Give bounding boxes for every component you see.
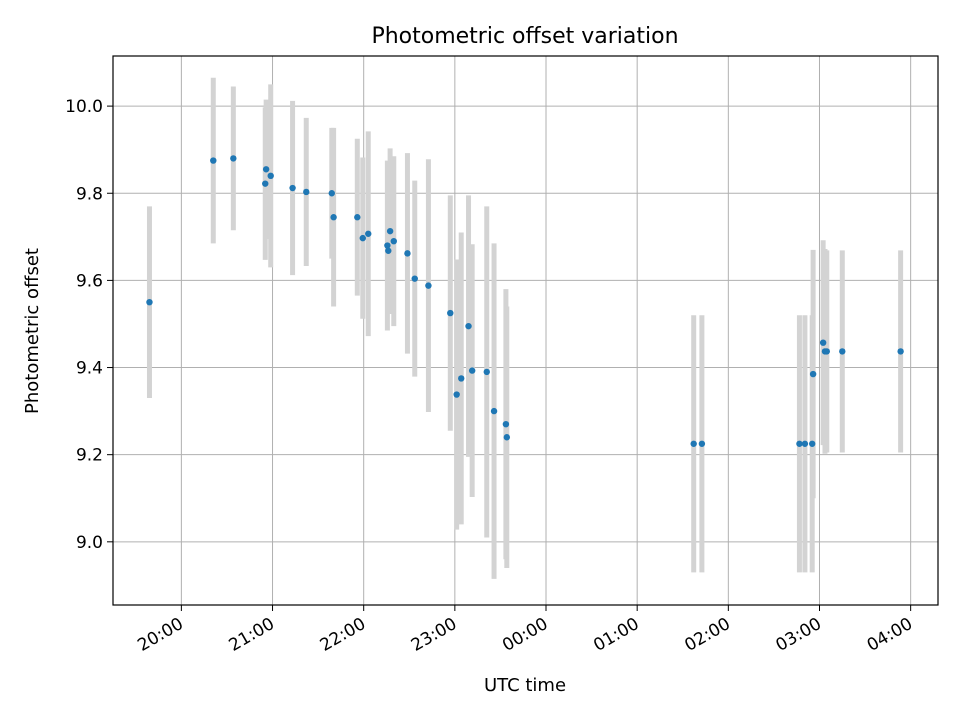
data-point	[458, 375, 465, 382]
data-point	[385, 247, 392, 254]
y-axis-label: Photometric offset	[22, 248, 43, 414]
data-points	[146, 155, 904, 447]
data-point	[262, 180, 269, 187]
data-point	[502, 420, 510, 428]
data-point	[503, 434, 511, 441]
data-point	[468, 367, 476, 374]
data-point	[809, 370, 817, 378]
y-tick-label: 10.0	[65, 97, 103, 117]
data-point	[483, 368, 490, 376]
data-point	[303, 188, 310, 196]
data-point	[465, 322, 472, 330]
y-tick-label: 9.4	[76, 359, 103, 379]
data-point	[823, 348, 830, 355]
x-axis-label: UTC time	[484, 675, 566, 696]
data-point	[146, 298, 153, 306]
y-tick-label: 9.0	[76, 533, 103, 553]
y-tick-label: 9.6	[76, 271, 103, 291]
data-point	[808, 440, 816, 447]
data-point	[453, 391, 460, 398]
data-point	[359, 234, 366, 242]
data-point	[289, 184, 296, 192]
data-point	[698, 440, 706, 447]
data-point	[230, 155, 237, 162]
data-point	[839, 348, 846, 355]
data-point	[425, 282, 432, 289]
data-point	[328, 190, 335, 197]
data-point	[384, 242, 391, 249]
data-point	[267, 172, 274, 180]
data-point	[210, 157, 217, 164]
data-point	[404, 250, 411, 257]
data-point	[897, 348, 904, 355]
data-point	[330, 214, 337, 221]
data-point	[262, 166, 270, 173]
data-point	[490, 407, 498, 415]
data-point	[801, 440, 809, 447]
data-point	[796, 440, 803, 447]
data-point	[386, 227, 394, 235]
data-point	[690, 440, 697, 447]
grid	[113, 56, 938, 605]
data-point	[390, 237, 397, 245]
data-point	[365, 230, 372, 237]
data-point	[447, 309, 454, 317]
y-tick-label: 9.8	[76, 184, 103, 204]
y-tick-label: 9.2	[76, 446, 103, 466]
data-point	[411, 275, 418, 282]
y-axis-ticks: 9.0 9.2 9.4 9.6 9.8 10.0	[65, 97, 113, 553]
chart-title: Photometric offset variation	[371, 24, 678, 49]
data-point	[819, 339, 827, 346]
data-point	[354, 214, 361, 221]
plot-frame	[112, 55, 939, 606]
